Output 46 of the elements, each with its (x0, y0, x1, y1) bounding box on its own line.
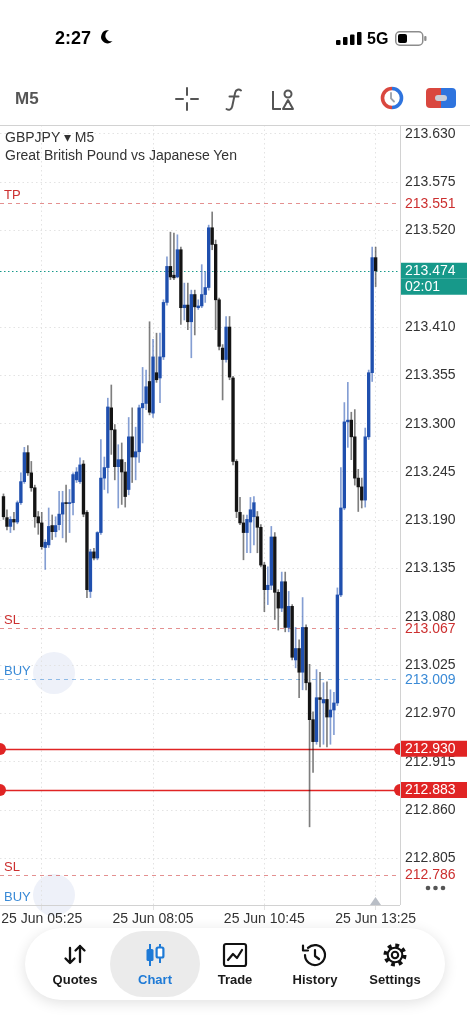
y-tick-label: 213.410 (405, 317, 456, 334)
candlestick (318, 671, 322, 748)
text: 213.474 (405, 262, 456, 279)
text: M5 (15, 89, 39, 109)
ref-line-label: SL (4, 859, 20, 875)
chart-title: GBPJPY ▾ M5 (5, 129, 95, 145)
text: History (291, 972, 339, 987)
ref-line-label: SL (4, 612, 20, 628)
x-tick-label: 25 Jun 05:25 (1, 910, 83, 927)
candlestick (64, 484, 68, 543)
x-tick-label: 25 Jun 10:45 (223, 910, 306, 927)
y-tick-label: 213.135 (405, 559, 456, 576)
text: 213.009 (405, 670, 456, 687)
text: Trade (216, 972, 254, 987)
text: Quotes (51, 972, 99, 987)
candlestick (116, 444, 120, 509)
candlestick (332, 692, 336, 735)
ref-line-label: TP (4, 187, 21, 203)
text: 2:27 (55, 28, 92, 49)
text: 212.883 (405, 781, 456, 798)
text: Chart (137, 972, 173, 987)
candlestick (346, 382, 350, 448)
text: 5G (367, 30, 389, 48)
y-tick-label: 213.245 (405, 462, 456, 479)
annotation: BUY (4, 889, 31, 904)
text: Settings (368, 972, 422, 987)
y-tick-label: 213.355 (405, 366, 456, 383)
candlestick (172, 232, 176, 280)
y-tick-label: 213.630 (405, 124, 456, 141)
ref-line-label: BUY (4, 663, 32, 679)
text: 212.786 (405, 866, 456, 883)
y-tick-label: 212.805 (405, 849, 456, 866)
y-tick-label: 213.025 (405, 656, 456, 673)
y-tick-label: 213.520 (405, 221, 456, 238)
text: 02:01 (405, 278, 441, 295)
candlestick (12, 512, 16, 531)
y-tick-label: 213.080 (405, 607, 456, 624)
x-tick-label: 25 Jun 08:05 (112, 910, 194, 927)
x-tick-label: 25 Jun 13:25 (335, 910, 417, 927)
y-tick-label: 212.970 (405, 704, 456, 721)
text: 213.551 (405, 194, 456, 211)
y-tick-label: 212.860 (405, 800, 456, 817)
y-tick-label: 213.300 (405, 414, 456, 431)
y-tick-label: 213.575 (405, 172, 456, 189)
text: Great British Pound vs Japanese Yen (5, 147, 237, 163)
y-tick-label: 213.190 (405, 511, 456, 528)
